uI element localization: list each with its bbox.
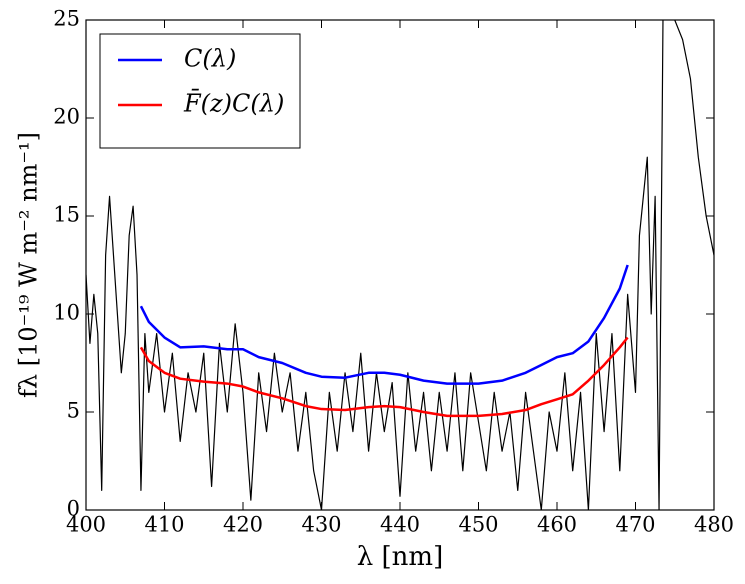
x-tick-label: 400 — [66, 513, 106, 537]
y-tick-label: 0 — [67, 497, 80, 521]
legend-label: F̄(z)C(λ) — [183, 89, 284, 117]
x-tick-label: 440 — [380, 513, 420, 537]
y-tick-label: 15 — [53, 203, 80, 227]
y-tick-label: 25 — [53, 7, 80, 31]
x-tick-label: 410 — [144, 513, 184, 537]
legend-box — [99, 33, 301, 149]
y-tick-label: 5 — [67, 399, 80, 423]
x-axis-label: λ [nm] — [357, 542, 443, 572]
legend-label: C(λ) — [184, 45, 236, 73]
x-tick-label: 470 — [615, 513, 655, 537]
x-tick-label: 460 — [537, 513, 577, 537]
line — [139, 336, 629, 418]
x-tick-label: 420 — [223, 513, 263, 537]
y-tick-label: 20 — [53, 105, 80, 129]
line — [139, 264, 629, 385]
y-tick-label: 10 — [53, 301, 80, 325]
y-axis-label: fλ [10⁻¹⁹ W m⁻² nm⁻¹] — [15, 132, 43, 398]
plot-lines — [86, 20, 714, 510]
x-tick-label: 450 — [458, 513, 498, 537]
x-tick-label: 480 — [694, 513, 734, 537]
x-tick-label: 430 — [301, 513, 341, 537]
